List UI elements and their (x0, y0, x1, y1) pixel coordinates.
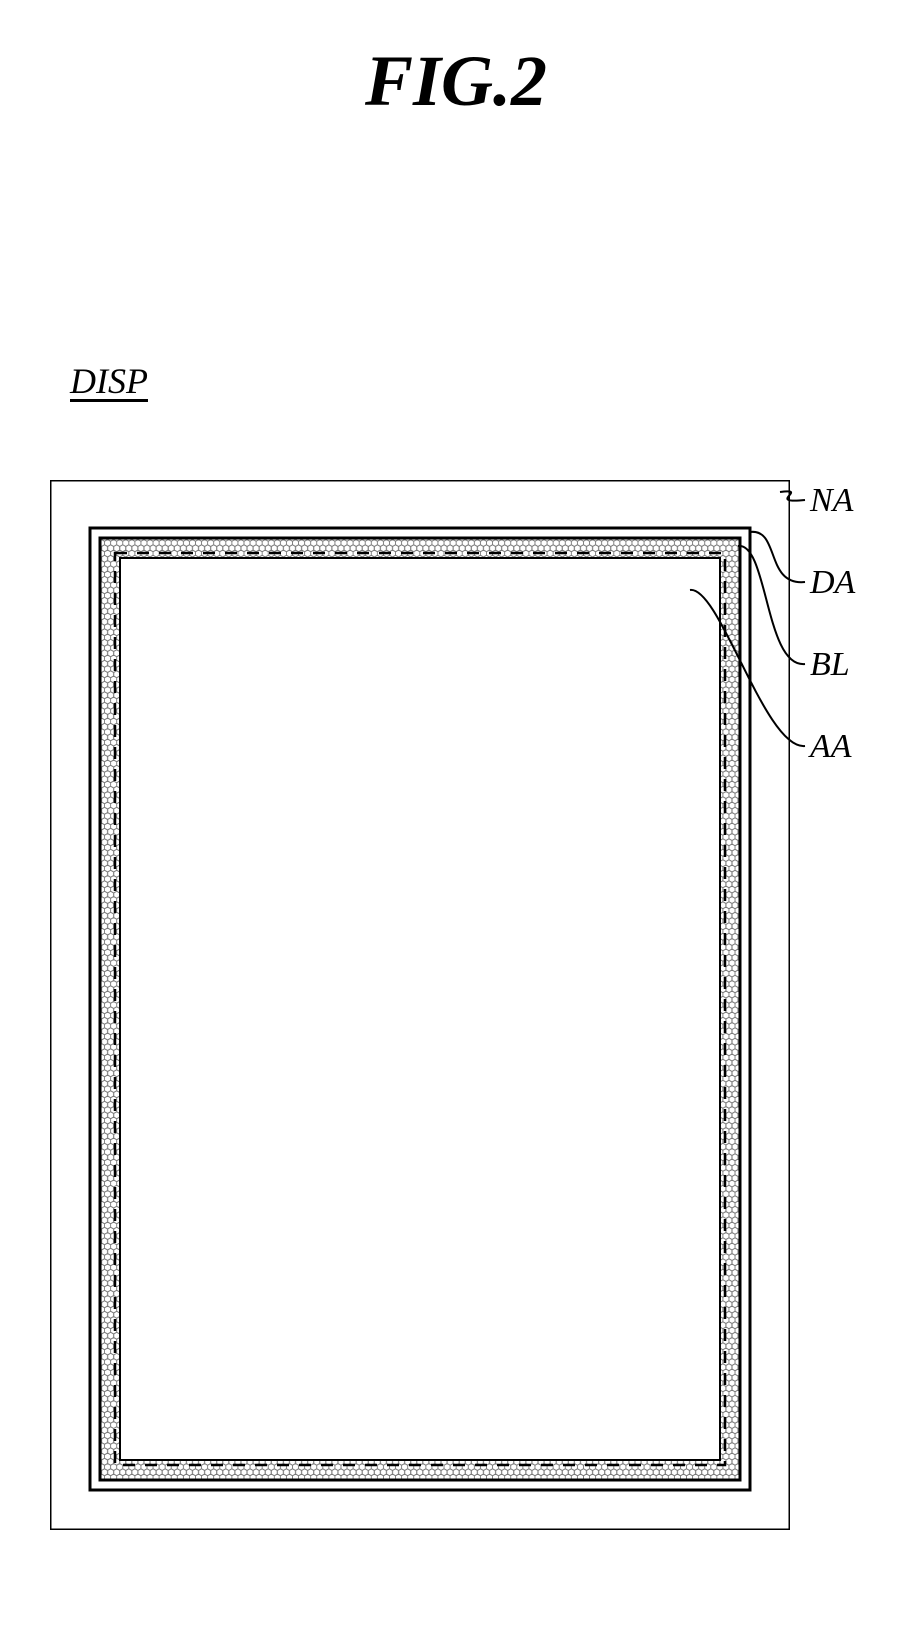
callout-label-bl: BL (810, 646, 850, 684)
diagram (50, 480, 790, 1530)
callout-label-na: NA (810, 482, 853, 520)
diagram-svg (50, 480, 790, 1530)
region-aa (120, 558, 720, 1460)
figure-title: FIG.2 (0, 40, 912, 123)
page: FIG.2 DISP NA DA BL AA (0, 0, 912, 1646)
callout-label-da: DA (810, 564, 855, 602)
callout-label-aa: AA (810, 728, 852, 766)
disp-label: DISP (70, 360, 148, 402)
